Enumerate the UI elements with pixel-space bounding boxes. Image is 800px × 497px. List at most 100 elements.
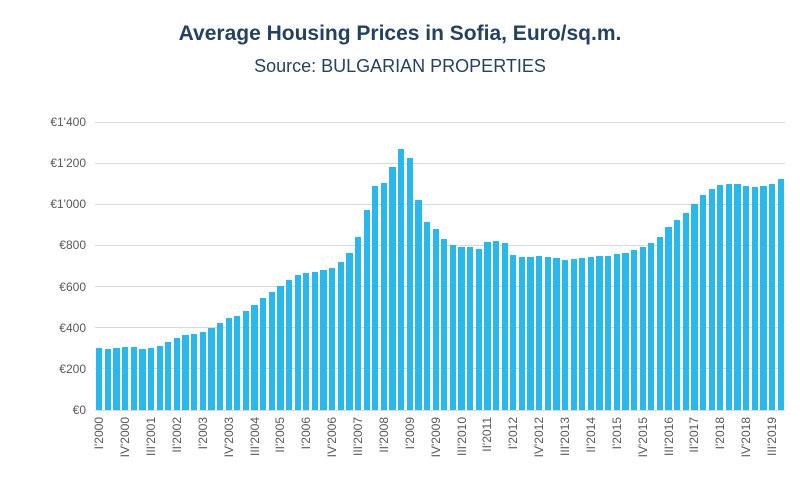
y-tick-label: €0 — [72, 403, 86, 417]
bar-iv-2008 — [398, 149, 405, 410]
bar-ii-2007 — [346, 253, 353, 410]
bar-iv-2002 — [191, 333, 198, 410]
x-tick-text: I'2006 — [299, 417, 314, 450]
x-tick-text: IV'2012 — [532, 417, 547, 458]
y-tick-label: €600 — [59, 279, 86, 294]
gridline-1400 — [95, 121, 785, 123]
bar-ii-2012 — [518, 256, 526, 410]
bar-ii-2002 — [173, 338, 181, 410]
bar-iii-2012 — [527, 256, 534, 410]
bar-i-2013 — [544, 256, 551, 410]
y-tick-label: €200 — [59, 361, 86, 376]
gridline-1000 — [95, 203, 785, 205]
bar-i-2017 — [682, 213, 689, 410]
y-tick-label: €1'400 — [50, 115, 86, 129]
bar-iv-2010 — [467, 246, 474, 410]
x-tick-text: I'2018 — [713, 417, 728, 450]
x-tick-text: II'2008 — [376, 417, 391, 453]
bar-iii-2005 — [285, 280, 293, 410]
bar-i-2012 — [510, 255, 517, 410]
gridline-0 — [95, 409, 785, 411]
bar-ii-2013 — [553, 257, 560, 410]
x-tick-text: III'2010 — [454, 417, 469, 456]
bar-iv-2001 — [156, 345, 163, 410]
gridline-1200 — [95, 162, 785, 164]
x-tick-text: I'2003 — [195, 417, 210, 450]
x-tick-text: IV'2003 — [221, 417, 236, 458]
bar-i-2015 — [613, 254, 620, 410]
gridline-200 — [95, 368, 785, 370]
x-tick-text: I'2000 — [92, 417, 107, 450]
x-tick-text: I'2009 — [402, 417, 417, 450]
bar-i-2003 — [199, 332, 206, 410]
bar-iv-2007 — [363, 210, 370, 410]
bar-i-2011 — [475, 248, 482, 410]
x-tick-text: IV'2006 — [325, 417, 340, 458]
bar-iv-2019 — [777, 179, 784, 410]
y-tick-label: €1'200 — [50, 156, 86, 171]
bar-iv-2009 — [432, 228, 439, 410]
bar-iii-2010 — [458, 247, 465, 410]
bar-iv-2000 — [122, 346, 129, 410]
bar-iv-2004 — [260, 297, 267, 410]
bar-ii-2019 — [760, 185, 767, 410]
bar-i-2005 — [268, 291, 275, 410]
bar-iii-2017 — [699, 195, 707, 410]
bar-iv-2015 — [639, 247, 646, 410]
bar-ii-2018 — [725, 183, 733, 410]
bar-i-2007 — [337, 261, 344, 410]
bar-iv-2017 — [708, 189, 715, 410]
bar-iv-2005 — [294, 275, 301, 410]
bar-iii-2018 — [734, 184, 741, 410]
bar-ii-2006 — [311, 271, 319, 410]
bar-iv-2018 — [743, 185, 750, 410]
bar-iii-2019 — [768, 184, 776, 410]
bar-ii-2001 — [139, 349, 146, 410]
bar-i-2001 — [130, 347, 137, 410]
bar-ii-2016 — [656, 236, 664, 410]
gridline-800 — [95, 244, 785, 246]
x-tick-text: III'2007 — [351, 417, 366, 456]
bar-iii-2014 — [596, 256, 603, 410]
bar-ii-2004 — [242, 311, 250, 410]
bar-iv-2006 — [329, 267, 336, 410]
bar-ii-2008 — [380, 183, 388, 410]
bar-i-2009 — [406, 158, 413, 410]
bar-ii-2015 — [622, 252, 629, 410]
bar-ii-2000 — [104, 349, 112, 410]
x-tick-text: III'2019 — [765, 417, 780, 456]
x-axis: I'2000 IV'2000 III'2001 II'2002 I'2003 IV'200… — [92, 415, 785, 495]
x-tick-text: IV'2000 — [118, 417, 133, 458]
bar-iv-2013 — [570, 258, 577, 410]
bar-iv-2003 — [225, 318, 232, 410]
x-tick-text: II'2005 — [273, 417, 288, 453]
x-tick-text: II'2014 — [583, 417, 598, 453]
bar-iii-2006 — [320, 269, 327, 410]
bar-i-2006 — [303, 273, 310, 410]
bar-iii-2011 — [492, 241, 500, 410]
y-axis: €0 €200 €400 €600 €800 €1'000 €1'200 €1'400 — [0, 115, 86, 417]
x-tick-text: III'2016 — [661, 417, 676, 456]
bar-iv-2012 — [536, 255, 543, 410]
bar-i-2002 — [165, 341, 172, 410]
bar-i-2008 — [372, 185, 379, 410]
bar-iii-2008 — [389, 167, 396, 410]
x-tick-text: IV'2015 — [635, 417, 650, 458]
x-tick-text: IV'2018 — [739, 417, 754, 458]
bar-ii-2009 — [415, 199, 422, 410]
gridlines — [95, 121, 785, 411]
bar-iii-2001 — [147, 348, 155, 410]
plot-wrap — [95, 121, 785, 411]
y-tick-label: €800 — [59, 238, 86, 253]
bar-iv-2014 — [605, 255, 612, 410]
bar-i-2010 — [441, 239, 448, 410]
bar-iii-2002 — [182, 335, 189, 410]
x-tick-text: I'2012 — [506, 417, 521, 450]
gridline-600 — [95, 286, 785, 288]
bar-iv-2016 — [674, 220, 681, 410]
bar-iii-2003 — [216, 323, 224, 410]
bar-ii-2003 — [208, 327, 215, 410]
bar-ii-2017 — [691, 204, 698, 410]
bar-iii-2016 — [665, 226, 672, 410]
